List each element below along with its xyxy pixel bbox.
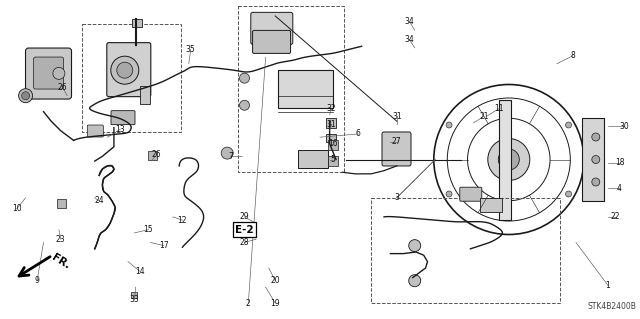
- Bar: [371, 198, 560, 303]
- FancyBboxPatch shape: [111, 111, 135, 125]
- Text: 20: 20: [270, 276, 280, 285]
- Text: 9: 9: [35, 276, 40, 285]
- Bar: [328, 156, 338, 166]
- Circle shape: [239, 100, 250, 110]
- Text: 29: 29: [239, 212, 250, 221]
- Text: 17: 17: [159, 241, 169, 250]
- Bar: [131, 292, 138, 298]
- Text: STK4B2400B: STK4B2400B: [588, 302, 637, 311]
- Text: 31: 31: [392, 112, 402, 121]
- Text: 16: 16: [328, 139, 338, 148]
- Text: 13: 13: [115, 125, 125, 134]
- FancyBboxPatch shape: [33, 57, 63, 89]
- Text: 28: 28: [240, 238, 249, 247]
- Circle shape: [111, 56, 139, 84]
- Text: 26: 26: [152, 150, 162, 159]
- FancyBboxPatch shape: [107, 43, 151, 97]
- Text: 26: 26: [58, 83, 68, 92]
- Bar: [238, 6, 344, 172]
- Text: 6: 6: [356, 130, 361, 138]
- Bar: [326, 118, 337, 128]
- Text: 32: 32: [326, 104, 337, 113]
- Text: 19: 19: [270, 299, 280, 308]
- FancyBboxPatch shape: [26, 48, 72, 99]
- Text: 31: 31: [326, 120, 337, 129]
- Circle shape: [239, 73, 250, 83]
- Circle shape: [488, 138, 530, 181]
- Circle shape: [446, 122, 452, 128]
- Bar: [582, 118, 604, 201]
- Bar: [57, 198, 66, 208]
- Bar: [140, 86, 150, 104]
- Circle shape: [566, 122, 572, 128]
- Text: 30: 30: [619, 122, 629, 130]
- Circle shape: [19, 89, 33, 103]
- Text: 35: 35: [186, 45, 196, 54]
- Circle shape: [499, 149, 519, 170]
- Text: 34: 34: [404, 35, 415, 44]
- Text: 3: 3: [394, 193, 399, 202]
- Text: 2: 2: [246, 299, 251, 308]
- Bar: [132, 19, 143, 26]
- Text: 33: 33: [129, 295, 140, 304]
- Circle shape: [446, 191, 452, 197]
- Circle shape: [592, 155, 600, 164]
- FancyBboxPatch shape: [87, 125, 103, 137]
- Text: 11: 11: [495, 104, 504, 113]
- FancyBboxPatch shape: [253, 30, 291, 53]
- Text: 7: 7: [228, 152, 233, 161]
- Text: 14: 14: [134, 267, 145, 276]
- Circle shape: [566, 191, 572, 197]
- Text: E-2: E-2: [235, 225, 254, 235]
- Text: 27: 27: [392, 137, 402, 146]
- Text: 23: 23: [56, 235, 66, 244]
- FancyBboxPatch shape: [251, 12, 293, 44]
- FancyBboxPatch shape: [298, 150, 328, 168]
- Text: 1: 1: [605, 281, 611, 290]
- Text: 8: 8: [570, 51, 575, 60]
- Circle shape: [409, 275, 420, 287]
- FancyBboxPatch shape: [278, 70, 333, 108]
- FancyBboxPatch shape: [480, 198, 502, 212]
- Text: 5: 5: [330, 155, 335, 164]
- Bar: [148, 151, 157, 160]
- Text: 21: 21: [479, 112, 488, 121]
- Bar: [326, 134, 337, 142]
- Circle shape: [221, 147, 233, 159]
- Circle shape: [53, 67, 65, 79]
- Text: 24: 24: [94, 197, 104, 205]
- Text: 10: 10: [12, 204, 22, 213]
- Circle shape: [409, 240, 420, 252]
- FancyBboxPatch shape: [382, 132, 411, 166]
- Circle shape: [22, 92, 29, 100]
- Circle shape: [592, 133, 600, 141]
- Text: FR.: FR.: [50, 252, 72, 271]
- Text: 34: 34: [404, 17, 415, 26]
- Circle shape: [592, 178, 600, 186]
- Text: 22: 22: [611, 212, 620, 221]
- Bar: [499, 100, 511, 219]
- FancyBboxPatch shape: [460, 187, 482, 201]
- Circle shape: [117, 62, 133, 78]
- Text: 18: 18: [615, 158, 624, 167]
- Bar: [328, 140, 338, 150]
- Text: 12: 12: [178, 216, 187, 225]
- Text: 4: 4: [617, 184, 622, 193]
- Bar: [82, 24, 181, 132]
- Text: 15: 15: [143, 225, 154, 234]
